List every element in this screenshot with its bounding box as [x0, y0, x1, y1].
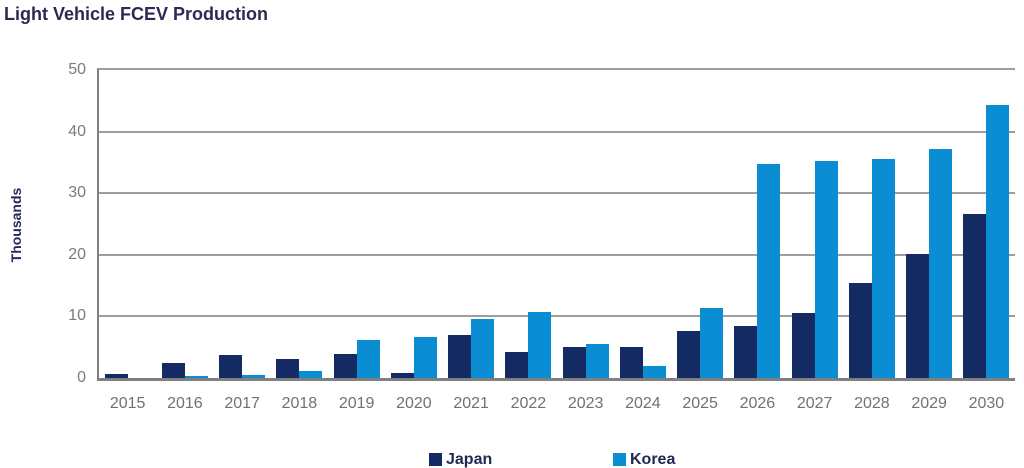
x-tick-label-2028: 2028 [854, 395, 890, 412]
x-tick-label-2024: 2024 [625, 395, 661, 412]
x-tick-label-2021: 2021 [453, 395, 489, 412]
x-tick-label-2029: 2029 [911, 395, 947, 412]
bar-japan-2025 [677, 331, 701, 378]
bar-japan-2023 [562, 347, 586, 378]
bar-japan-2015 [104, 374, 128, 378]
x-tick-label-2016: 2016 [167, 395, 203, 412]
y-tick-label-10: 10 [68, 307, 86, 325]
bar-korea-2017 [242, 375, 266, 378]
x-tick-label-2030: 2030 [968, 395, 1005, 412]
x-tick-label-2015: 2015 [109, 395, 146, 412]
bar-korea-2016 [184, 376, 208, 378]
bar-korea-2025 [700, 308, 724, 378]
legend-item-korea: Korea [613, 451, 675, 468]
gridline-40 [99, 130, 1015, 133]
y-axis-title: Thousands [8, 187, 24, 263]
bar-korea-2023 [585, 344, 609, 378]
legend-label-japan: Japan [446, 450, 493, 468]
gridline-30 [99, 192, 1015, 195]
bar-japan-2018 [276, 359, 300, 378]
bar-korea-2027 [814, 161, 838, 378]
y-tick-label-30: 30 [68, 184, 86, 202]
bar-korea-2024 [642, 366, 666, 378]
bar-korea-2022 [528, 312, 552, 378]
bar-korea-2026 [757, 164, 781, 378]
bar-korea-2018 [299, 371, 323, 378]
bar-japan-2020 [390, 373, 414, 378]
bar-japan-2024 [619, 347, 643, 378]
bar-japan-2021 [448, 335, 472, 378]
x-tick-label-2025: 2025 [682, 395, 718, 412]
bar-japan-2019 [333, 354, 357, 378]
bar-korea-2019 [356, 340, 380, 378]
bar-japan-2029 [906, 254, 930, 378]
bar-japan-2030 [963, 214, 987, 378]
chart-title: Light Vehicle FCEV Production [4, 4, 269, 24]
bar-japan-2026 [734, 326, 758, 378]
korea-swatch [613, 453, 626, 466]
x-tick-label-2023: 2023 [567, 395, 604, 412]
y-tick-label-0: 0 [77, 369, 86, 386]
bar-japan-2027 [791, 313, 815, 378]
y-tick-label-50: 50 [68, 61, 86, 78]
legend-item-japan: Japan [429, 451, 492, 468]
x-tick-label-2022: 2022 [510, 395, 547, 412]
bar-japan-2028 [848, 283, 872, 378]
legend-label-korea: Korea [630, 450, 676, 468]
x-tick-label-2020: 2020 [396, 395, 432, 412]
bar-korea-2029 [929, 149, 953, 378]
legend: Japan Korea [0, 451, 1024, 468]
bar-korea-2030 [986, 105, 1010, 378]
bar-korea-2028 [871, 159, 895, 378]
gridline-20 [99, 253, 1015, 256]
bar-korea-2021 [471, 319, 495, 378]
plot-area [97, 68, 1015, 381]
x-tick-label-2018: 2018 [281, 395, 318, 412]
x-tick-label-2027: 2027 [796, 395, 833, 412]
y-tick-label-40: 40 [68, 122, 86, 140]
y-tick-label-20: 20 [68, 245, 86, 263]
bar-korea-2020 [413, 337, 437, 378]
bar-japan-2017 [219, 355, 243, 378]
bar-japan-2016 [161, 363, 185, 378]
gridline-10 [99, 315, 1015, 318]
x-tick-label-2026: 2026 [739, 395, 776, 412]
japan-swatch [429, 453, 442, 466]
bar-japan-2022 [505, 352, 529, 378]
x-tick-label-2019: 2019 [338, 395, 375, 412]
x-tick-label-2017: 2017 [224, 395, 260, 412]
